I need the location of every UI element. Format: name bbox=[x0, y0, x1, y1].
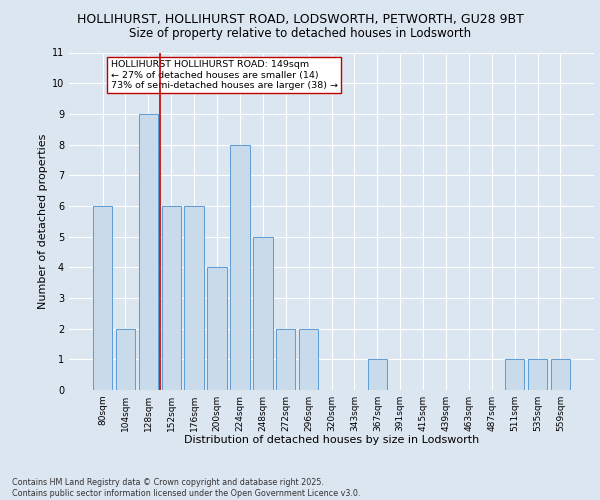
Text: Size of property relative to detached houses in Lodsworth: Size of property relative to detached ho… bbox=[129, 28, 471, 40]
Bar bbox=[184, 206, 204, 390]
Bar bbox=[276, 328, 295, 390]
Bar bbox=[116, 328, 135, 390]
Text: HOLLIHURST, HOLLIHURST ROAD, LODSWORTH, PETWORTH, GU28 9BT: HOLLIHURST, HOLLIHURST ROAD, LODSWORTH, … bbox=[77, 12, 523, 26]
Bar bbox=[139, 114, 158, 390]
Bar bbox=[161, 206, 181, 390]
Text: HOLLIHURST HOLLIHURST ROAD: 149sqm
← 27% of detached houses are smaller (14)
73%: HOLLIHURST HOLLIHURST ROAD: 149sqm ← 27%… bbox=[110, 60, 338, 90]
Bar bbox=[299, 328, 319, 390]
Bar bbox=[528, 360, 547, 390]
Bar bbox=[505, 360, 524, 390]
Bar bbox=[253, 236, 272, 390]
Bar bbox=[368, 360, 387, 390]
Bar bbox=[551, 360, 570, 390]
Bar bbox=[208, 268, 227, 390]
Bar bbox=[230, 144, 250, 390]
Text: Contains HM Land Registry data © Crown copyright and database right 2025.
Contai: Contains HM Land Registry data © Crown c… bbox=[12, 478, 361, 498]
Y-axis label: Number of detached properties: Number of detached properties bbox=[38, 134, 48, 309]
X-axis label: Distribution of detached houses by size in Lodsworth: Distribution of detached houses by size … bbox=[184, 436, 479, 446]
Bar bbox=[93, 206, 112, 390]
